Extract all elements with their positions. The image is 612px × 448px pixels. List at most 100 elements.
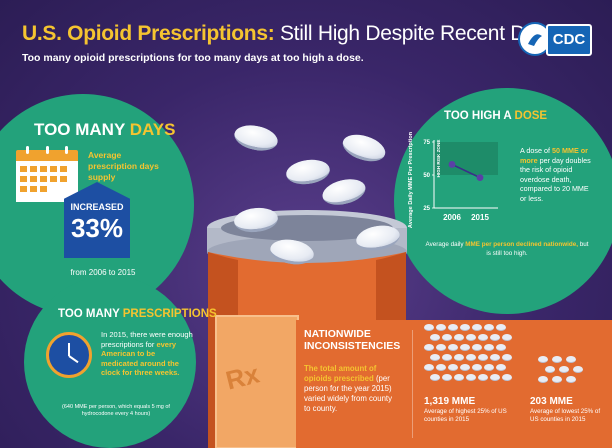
x-tick-label: 2015 <box>471 213 489 222</box>
dose-title-a: TOO HIGH A <box>444 110 512 122</box>
pill-icon <box>502 374 512 381</box>
pill-icon <box>436 344 446 351</box>
pill-icon <box>436 324 446 331</box>
pill-icon <box>430 374 440 381</box>
pill-icon <box>424 324 434 331</box>
pill-icon <box>490 334 500 341</box>
pill-icon <box>538 356 548 363</box>
nationwide-divider <box>412 330 413 438</box>
nationwide-text: The total amount of opioids prescribed (… <box>304 364 400 414</box>
pill-icon <box>502 334 512 341</box>
pill-icon <box>466 334 476 341</box>
days-title: TOO MANY DAYS <box>34 120 175 140</box>
pill-icon <box>566 356 576 363</box>
days-title-a: TOO MANY <box>34 120 125 139</box>
dose-line-chart: Average Daily MME Per Prescription HIGH … <box>408 131 498 228</box>
dose-caption-c: but is still too high. <box>486 241 589 257</box>
pill-icon <box>496 324 506 331</box>
pill-icon <box>478 354 488 361</box>
prescriptions-text: In 2015, there were enough prescriptions… <box>101 330 193 378</box>
dose-text-b: 50 MME or more <box>520 146 588 165</box>
prescriptions-note: (640 MME per person, which equals 5 mg o… <box>62 404 170 417</box>
hhs-seal-icon <box>518 22 552 56</box>
pill-icon <box>442 334 452 341</box>
dose-text: A dose of 50 MME or more per day doubles… <box>520 146 592 204</box>
pill-icon <box>484 324 494 331</box>
clock-icon <box>46 332 92 378</box>
title-rest: Still High Despite Recent Declines <box>279 22 589 45</box>
pill-icon <box>490 374 500 381</box>
prescriptions-text-a: In 2015, there were enough prescriptions… <box>101 330 193 349</box>
page-subtitle: Too many opioid prescriptions for too ma… <box>22 52 364 64</box>
high-pill-cluster <box>424 324 514 394</box>
pill-icon <box>502 354 512 361</box>
pill-icon <box>436 364 446 371</box>
dose-caption-b: MME per person declined nationwide, <box>465 241 578 248</box>
pill-icon <box>430 354 440 361</box>
x-tick-label: 2006 <box>443 213 461 222</box>
pill-icon <box>454 374 464 381</box>
increase-badge <box>64 182 130 258</box>
pill-icon <box>460 364 470 371</box>
pill-icon <box>448 364 458 371</box>
pill-icon <box>484 364 494 371</box>
nationwide-text-a: The total amount of opioids prescribed <box>304 364 377 383</box>
increase-label: INCREASED <box>70 202 124 212</box>
pill-icon <box>448 344 458 351</box>
y-tick-label: 25 <box>423 206 430 212</box>
pill-icon <box>430 334 440 341</box>
prescriptions-title-a: TOO MANY <box>58 308 120 320</box>
calendar-icon <box>16 146 78 202</box>
days-supply-label: Average prescription days supply <box>88 150 159 182</box>
page-title: U.S. Opioid Prescriptions: Still High De… <box>22 22 589 46</box>
pill-icon <box>490 354 500 361</box>
pill-icon <box>559 366 569 373</box>
high-risk-zone <box>434 142 498 175</box>
pill-icon <box>448 324 458 331</box>
nationwide-text-b: (per person for the year 2015) varied wi… <box>304 374 392 413</box>
nationwide-title: NATIONWIDE INCONSISTENCIES <box>304 328 401 352</box>
y-axis-title: Average Daily MME Per Prescription <box>408 131 414 228</box>
data-point <box>448 161 456 168</box>
dose-title-b: DOSE <box>514 110 548 122</box>
prescriptions-title-b: PRESCRIPTIONS <box>122 308 217 320</box>
mme-low-label: Average of lowest 25% of US counties in … <box>530 408 601 424</box>
pill-icon <box>552 356 562 363</box>
nationwide-panel <box>296 320 612 448</box>
mme-high-value: 1,319 MME <box>424 396 476 407</box>
pill-icon <box>442 354 452 361</box>
pill-icon <box>424 344 434 351</box>
pill-icon <box>566 376 576 383</box>
cdc-logo: CDC <box>518 18 592 64</box>
pill-icon <box>472 324 482 331</box>
pill-icon <box>454 334 464 341</box>
pill-icon <box>424 364 434 371</box>
pill-icon <box>538 376 548 383</box>
pill-icon <box>442 374 452 381</box>
pill-icon <box>466 374 476 381</box>
dose-caption: Average daily MME per person declined na… <box>424 240 590 258</box>
pill-icon <box>478 334 488 341</box>
dose-text-a: A dose of <box>520 146 550 155</box>
series-line <box>451 163 481 179</box>
days-title-b: DAYS <box>129 120 176 139</box>
prescriptions-text-b: every American to be medicated around th… <box>101 339 180 378</box>
dose-title: TOO HIGH A DOSE <box>444 110 547 122</box>
pill-icon <box>496 364 506 371</box>
pill-icon <box>472 364 482 371</box>
pill-icon <box>472 344 482 351</box>
pill-icon <box>552 376 562 383</box>
data-point <box>476 174 484 182</box>
pill-icon <box>460 344 470 351</box>
pill-icon <box>460 324 470 331</box>
pill-icon <box>496 344 506 351</box>
mme-low-value: 203 MME <box>530 396 573 407</box>
mme-high-label: Average of highest 25% of US counties in… <box>424 408 507 424</box>
pill-icon <box>573 366 583 373</box>
days-period: from 2006 to 2015 <box>70 268 136 277</box>
low-pill-cluster <box>538 356 588 392</box>
dose-caption-a: Average daily <box>425 241 464 248</box>
pill-icon <box>466 354 476 361</box>
high-risk-zone-label: HIGH RISK ZONE <box>436 140 441 178</box>
pill-icon <box>545 366 555 373</box>
